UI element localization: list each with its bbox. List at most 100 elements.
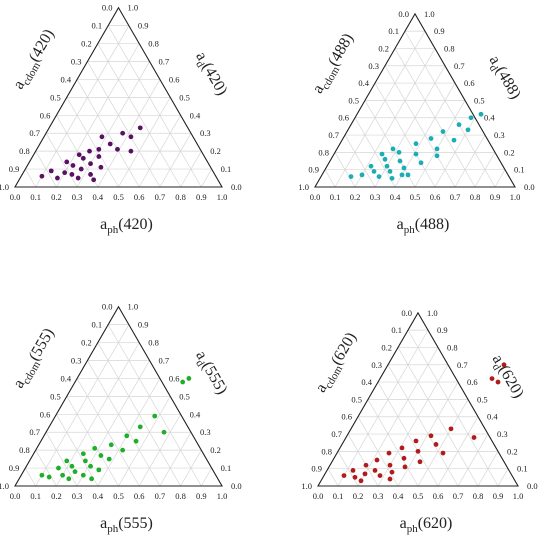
data-point bbox=[80, 451, 86, 457]
axis-title-bottom: aph(620) bbox=[400, 515, 453, 535]
triangle-outline bbox=[314, 12, 516, 188]
triangle-outline bbox=[14, 6, 223, 188]
tick-label-bottom: 0.8 bbox=[473, 491, 484, 501]
data-point bbox=[501, 362, 507, 368]
tick-label-bottom: 0.5 bbox=[113, 491, 124, 501]
data-point bbox=[108, 442, 114, 448]
grid-line-cdom bbox=[56, 414, 99, 487]
axis-title-bottom-main: a bbox=[397, 216, 404, 233]
tick-label-right: 1.0 bbox=[427, 308, 438, 318]
data-point bbox=[107, 141, 113, 147]
data-point bbox=[389, 469, 395, 475]
tick-label-right: 0.5 bbox=[179, 391, 190, 401]
tick-label-right: 0.1 bbox=[514, 165, 525, 175]
grid-line-ph bbox=[118, 97, 171, 188]
tick-label-right: 0.5 bbox=[474, 95, 485, 105]
axis-title-right-subscript: d bbox=[490, 362, 503, 373]
tick-label-bottom: 0.1 bbox=[30, 491, 41, 501]
grid-line-ph bbox=[477, 451, 499, 487]
axis-title-bottom: aph(555) bbox=[100, 515, 153, 535]
tick-label-right: 0.3 bbox=[200, 427, 211, 437]
grid-line-ph bbox=[474, 152, 496, 188]
tick-label-right: 0.6 bbox=[169, 373, 180, 383]
tick-label-bottom: 0.0 bbox=[310, 192, 321, 202]
tick-label-right: 0.0 bbox=[527, 481, 538, 491]
tick-label-right: 0.3 bbox=[494, 130, 505, 140]
grid-line-cdom bbox=[35, 150, 57, 188]
data-points bbox=[39, 125, 143, 183]
data-point bbox=[186, 376, 192, 381]
data-point bbox=[390, 146, 396, 152]
data-point bbox=[62, 170, 68, 176]
data-point bbox=[128, 134, 134, 140]
axis-title-bottom-subscript: ph bbox=[107, 224, 119, 236]
tick-labels: 0.00.00.00.10.10.10.20.20.20.30.30.30.40… bbox=[0, 3, 242, 202]
data-point bbox=[413, 151, 419, 157]
tick-label-bottom: 0.5 bbox=[113, 192, 124, 202]
ternary-panel-1: 0.00.00.00.10.10.10.20.20.20.30.30.30.40… bbox=[0, 3, 242, 236]
tick-label-left: 1.0 bbox=[301, 481, 312, 491]
grid-line-ph bbox=[200, 168, 212, 188]
tick-label-left: 0.2 bbox=[81, 338, 92, 348]
grid-line-cdom bbox=[45, 133, 78, 188]
data-point bbox=[359, 172, 365, 178]
tick-label-right: 0.9 bbox=[138, 320, 149, 330]
grid-line-cdom bbox=[87, 61, 161, 188]
tick-label-left: 0.8 bbox=[19, 146, 30, 156]
grid-line-ph bbox=[337, 329, 429, 487]
grid-line-cdom bbox=[66, 97, 119, 188]
axis-title-left-tail: (488) bbox=[325, 31, 357, 70]
grid-line-ph bbox=[494, 169, 506, 188]
axis-title-bottom-tail: (620) bbox=[418, 515, 453, 532]
tick-label-left: 0.0 bbox=[102, 302, 113, 312]
data-point bbox=[371, 169, 377, 174]
tick-label-left: 0.9 bbox=[9, 164, 20, 174]
tick-label-left: 0.4 bbox=[60, 373, 71, 383]
axis-title-right: ad(420) bbox=[190, 49, 231, 100]
tick-label-bottom: 0.3 bbox=[72, 491, 83, 501]
data-point bbox=[96, 146, 102, 152]
data-point bbox=[99, 134, 105, 140]
data-point bbox=[55, 175, 60, 181]
data-point bbox=[48, 168, 54, 174]
data-point bbox=[152, 413, 158, 419]
data-point bbox=[106, 456, 112, 462]
tick-label-left: 0.6 bbox=[341, 412, 352, 422]
data-point bbox=[362, 471, 368, 477]
data-point bbox=[46, 474, 52, 480]
tick-label-right: 0.7 bbox=[159, 356, 170, 366]
tick-label-right: 0.7 bbox=[159, 57, 170, 67]
grid-line-ph bbox=[334, 30, 426, 188]
data-point bbox=[39, 173, 45, 179]
grid-line-cdom bbox=[87, 360, 161, 487]
data-point bbox=[72, 469, 78, 475]
grid-line-cdom bbox=[364, 100, 416, 188]
data-point bbox=[440, 450, 446, 456]
data-point bbox=[402, 464, 408, 470]
grid-line-cdom bbox=[404, 30, 496, 188]
triangle-outline bbox=[317, 311, 519, 487]
grid-line-cdom bbox=[25, 467, 37, 487]
data-point bbox=[39, 472, 45, 478]
grid-line-cdom bbox=[327, 468, 339, 487]
tick-label-bottom: 0.4 bbox=[393, 491, 404, 501]
tick-label-right: 0.4 bbox=[190, 409, 201, 419]
data-point bbox=[80, 155, 86, 161]
data-point bbox=[89, 476, 94, 482]
data-point bbox=[389, 175, 395, 181]
tick-label-bottom: 0.6 bbox=[430, 192, 441, 202]
axis-title-bottom: aph(488) bbox=[397, 216, 450, 236]
tick-label-bottom: 0.9 bbox=[196, 491, 207, 501]
data-point bbox=[489, 376, 495, 382]
data-point bbox=[137, 424, 143, 430]
triangle-outline bbox=[14, 305, 223, 487]
tick-label-right: 0.9 bbox=[138, 21, 149, 31]
axis-title-right-subscript: d bbox=[193, 358, 206, 369]
data-point bbox=[495, 379, 501, 385]
grid bbox=[25, 25, 212, 188]
grid-line-cdom bbox=[384, 65, 456, 188]
grid-line-ph bbox=[35, 25, 130, 188]
data-point bbox=[387, 462, 393, 468]
data-point bbox=[434, 146, 440, 152]
tick-label-left: 0.1 bbox=[92, 320, 103, 330]
